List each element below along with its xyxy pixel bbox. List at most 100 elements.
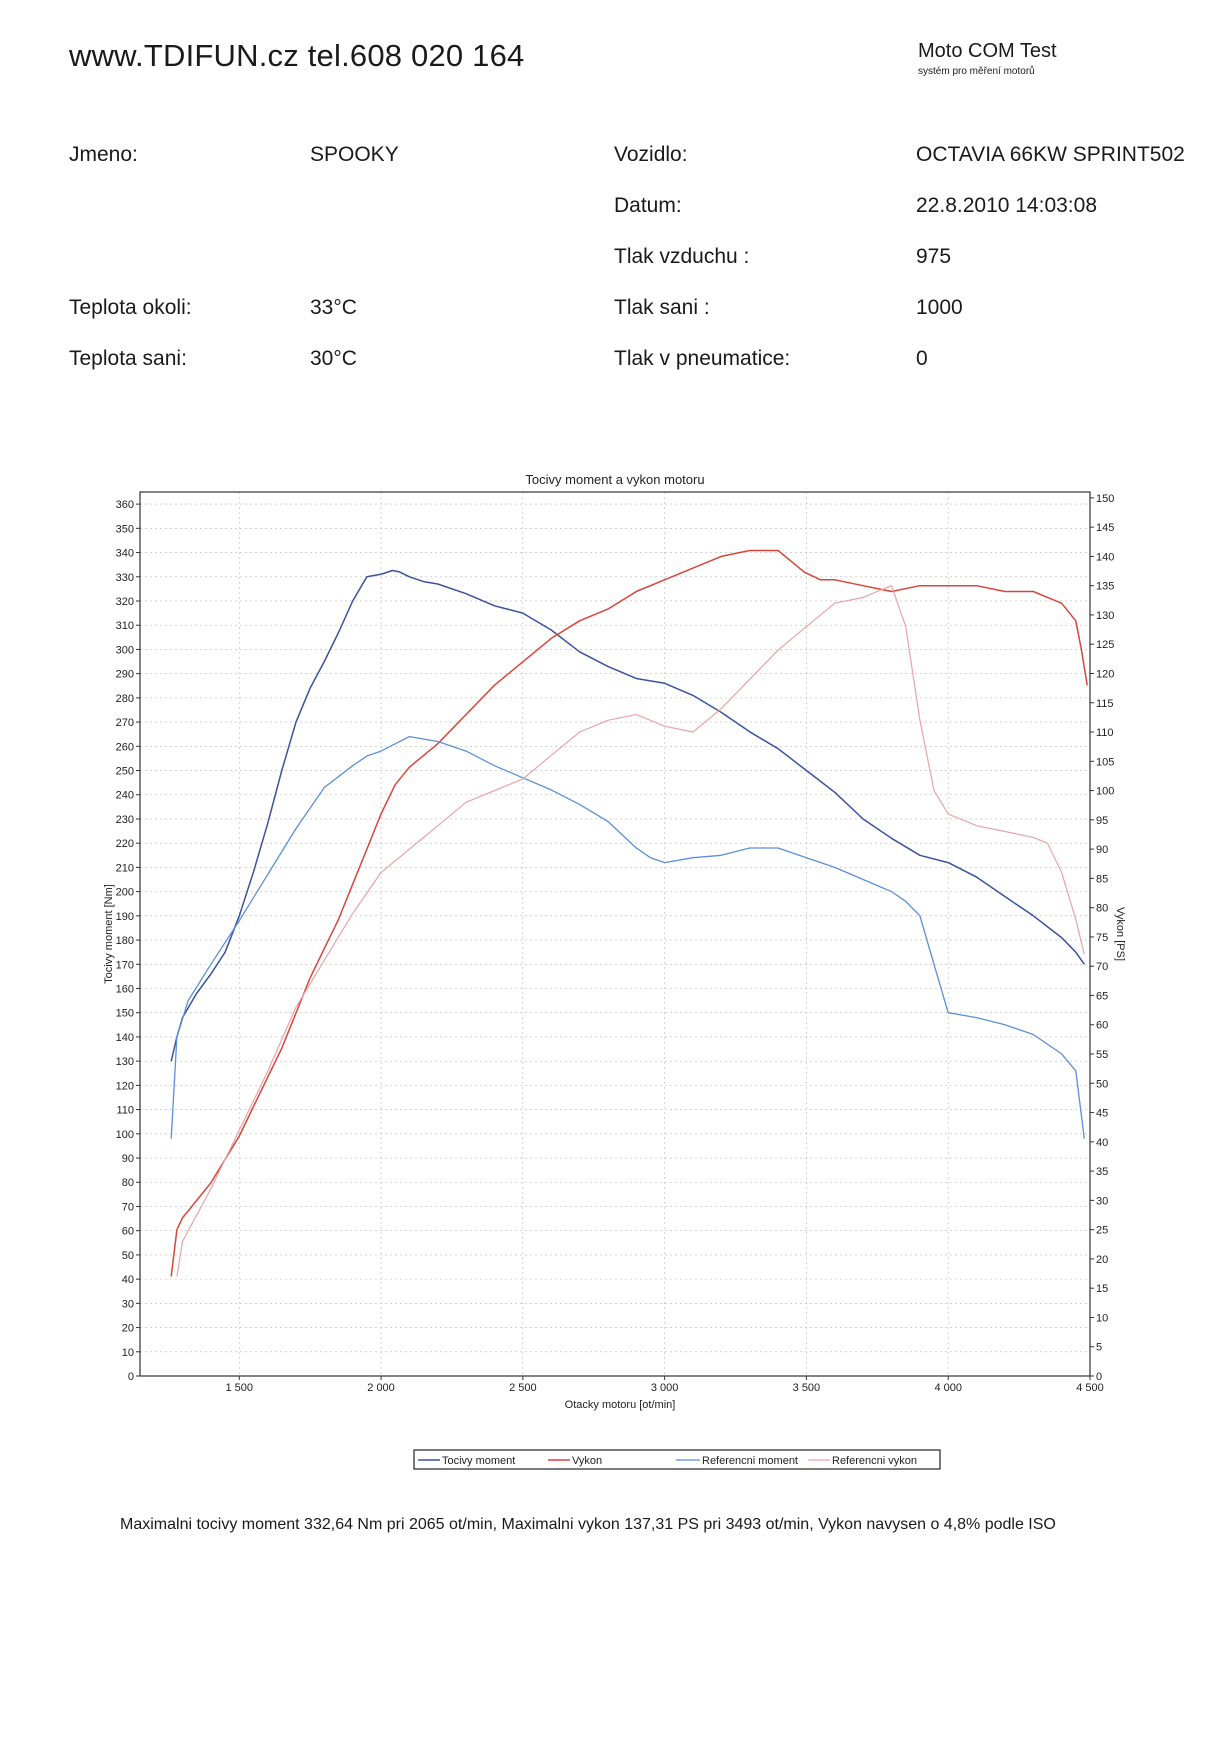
right-tick-label: 15	[1096, 1283, 1108, 1295]
tlak-sani-value: 1000	[916, 296, 963, 319]
right-tick-label: 140	[1096, 551, 1114, 563]
left-tick-label: 210	[116, 862, 134, 874]
left-tick-label: 330	[116, 572, 134, 584]
power-line	[170, 549, 1088, 1277]
tlak-vzduchu-value: 975	[916, 245, 952, 268]
right-tick-label: 80	[1096, 903, 1108, 915]
tlak-sani-label: Tlak sani :	[614, 296, 710, 319]
site-header: www.TDIFUN.cz tel.608 020 164	[69, 38, 525, 73]
torque-line	[170, 569, 1085, 1062]
jmeno-label: Jmeno:	[69, 143, 138, 166]
right-tick-label: 50	[1096, 1078, 1108, 1090]
right-tick-label: 60	[1096, 1020, 1108, 1032]
left-tick-label: 280	[116, 693, 134, 705]
x-tick-label: 4 000	[934, 1382, 962, 1394]
right-tick-label: 145	[1096, 522, 1114, 534]
left-tick-label: 230	[116, 814, 134, 826]
right-tick-label: 55	[1096, 1049, 1108, 1061]
tlak-pneumatice-value: 0	[916, 347, 928, 370]
left-tick-label: 180	[116, 935, 134, 947]
left-tick-label: 220	[116, 838, 134, 850]
chart-series	[170, 549, 1088, 1277]
left-tick-label: 50	[122, 1250, 134, 1262]
right-tick-label: 40	[1096, 1137, 1108, 1149]
left-tick-label: 360	[116, 499, 134, 511]
teplota-sani-label: Teplota sani:	[69, 347, 187, 370]
right-tick-label: 65	[1096, 990, 1108, 1002]
left-tick-label: 290	[116, 669, 134, 681]
left-tick-label: 350	[116, 523, 134, 535]
x-tick-label: 2 500	[509, 1382, 537, 1394]
datum-value: 22.8.2010 14:03:08	[916, 194, 1098, 217]
right-tick-label: 10	[1096, 1312, 1108, 1324]
jmeno-value: SPOOKY	[310, 143, 399, 166]
right-tick-label: 150	[1096, 493, 1114, 505]
left-axis-label: Tocivy moment [Nm]	[103, 884, 115, 984]
legend-label-power: Vykon	[572, 1455, 602, 1467]
chart-grid	[140, 492, 1090, 1376]
right-tick-label: 90	[1096, 844, 1108, 856]
right-tick-label: 5	[1096, 1342, 1102, 1354]
left-tick-label: 150	[116, 1008, 134, 1020]
right-tick-label: 125	[1096, 639, 1114, 651]
right-tick-label: 0	[1096, 1371, 1102, 1383]
right-tick-label: 70	[1096, 961, 1108, 973]
left-tick-label: 80	[122, 1177, 134, 1189]
x-tick-label: 3 500	[793, 1382, 821, 1394]
right-tick-label: 25	[1096, 1225, 1108, 1237]
chart-title: Tocivy moment a vykon motoru	[525, 472, 704, 487]
legend-label-ref-torque: Referencni moment	[702, 1455, 798, 1467]
left-tick-label: 300	[116, 644, 134, 656]
right-tick-label: 20	[1096, 1254, 1108, 1266]
teplota-sani-value: 30°C	[310, 347, 357, 370]
right-tick-label: 45	[1096, 1108, 1108, 1120]
left-tick-label: 200	[116, 887, 134, 899]
left-tick-label: 100	[116, 1129, 134, 1141]
left-tick-label: 90	[122, 1153, 134, 1165]
x-axis-label: Otacky motoru [ot/min]	[565, 1399, 676, 1411]
brand-name: Moto COM Test	[918, 40, 1057, 62]
right-axis-ticks: 0 5 10 15 20 25 30 35 40 45 50 55 60 65 70 75 80 85 90 95 10…	[1090, 493, 1114, 1383]
x-tick-label: 4 500	[1076, 1382, 1104, 1394]
right-tick-label: 85	[1096, 873, 1108, 885]
left-tick-label: 160	[116, 983, 134, 995]
left-tick-label: 260	[116, 741, 134, 753]
left-tick-label: 140	[116, 1032, 134, 1044]
legend: Tocivy moment Vykon Referencni moment Re…	[413, 1449, 941, 1470]
vozidlo-value: OCTAVIA 66KW SPRINT502	[916, 143, 1185, 166]
left-tick-label: 250	[116, 766, 134, 778]
ref-power-line	[176, 585, 1085, 1277]
left-tick-label: 70	[122, 1201, 134, 1213]
ref-torque-line	[170, 735, 1085, 1139]
left-tick-label: 240	[116, 790, 134, 802]
left-tick-label: 170	[116, 959, 134, 971]
tlak-pneumatice-label: Tlak v pneumatice:	[614, 347, 791, 370]
tlak-vzduchu-label: Tlak vzduchu :	[614, 245, 750, 268]
left-tick-label: 110	[116, 1105, 134, 1117]
vozidlo-label: Vozidlo:	[614, 143, 688, 166]
left-tick-label: 270	[116, 717, 134, 729]
left-axis-ticks: 0 10 20 30 40 50 60 70 80 90 100 110 120 130 140 150 160…	[116, 499, 140, 1383]
left-tick-label: 30	[122, 1298, 134, 1310]
left-tick-label: 310	[116, 620, 134, 632]
left-tick-label: 0	[128, 1371, 134, 1383]
right-tick-label: 100	[1096, 786, 1114, 798]
right-tick-label: 120	[1096, 668, 1114, 680]
left-tick-label: 340	[116, 548, 134, 560]
left-tick-label: 120	[116, 1080, 134, 1092]
teplota-okoli-label: Teplota okoli:	[69, 296, 192, 319]
legend-label-ref-power: Referencni vykon	[832, 1455, 917, 1467]
right-tick-label: 115	[1096, 698, 1114, 710]
plot-frame	[139, 491, 1091, 1377]
x-tick-label: 2 000	[367, 1382, 395, 1394]
right-tick-label: 75	[1096, 932, 1108, 944]
x-axis-ticks: 1 500 2 000 2 500 3 000 3 500 4 000 4 500	[225, 1376, 1104, 1394]
right-tick-label: 110	[1096, 727, 1114, 739]
right-tick-label: 130	[1096, 610, 1114, 622]
x-tick-label: 3 000	[651, 1382, 679, 1394]
legend-label-torque: Tocivy moment	[442, 1455, 515, 1467]
left-tick-label: 20	[122, 1323, 134, 1335]
right-tick-label: 30	[1096, 1195, 1108, 1207]
left-tick-label: 10	[122, 1347, 134, 1359]
